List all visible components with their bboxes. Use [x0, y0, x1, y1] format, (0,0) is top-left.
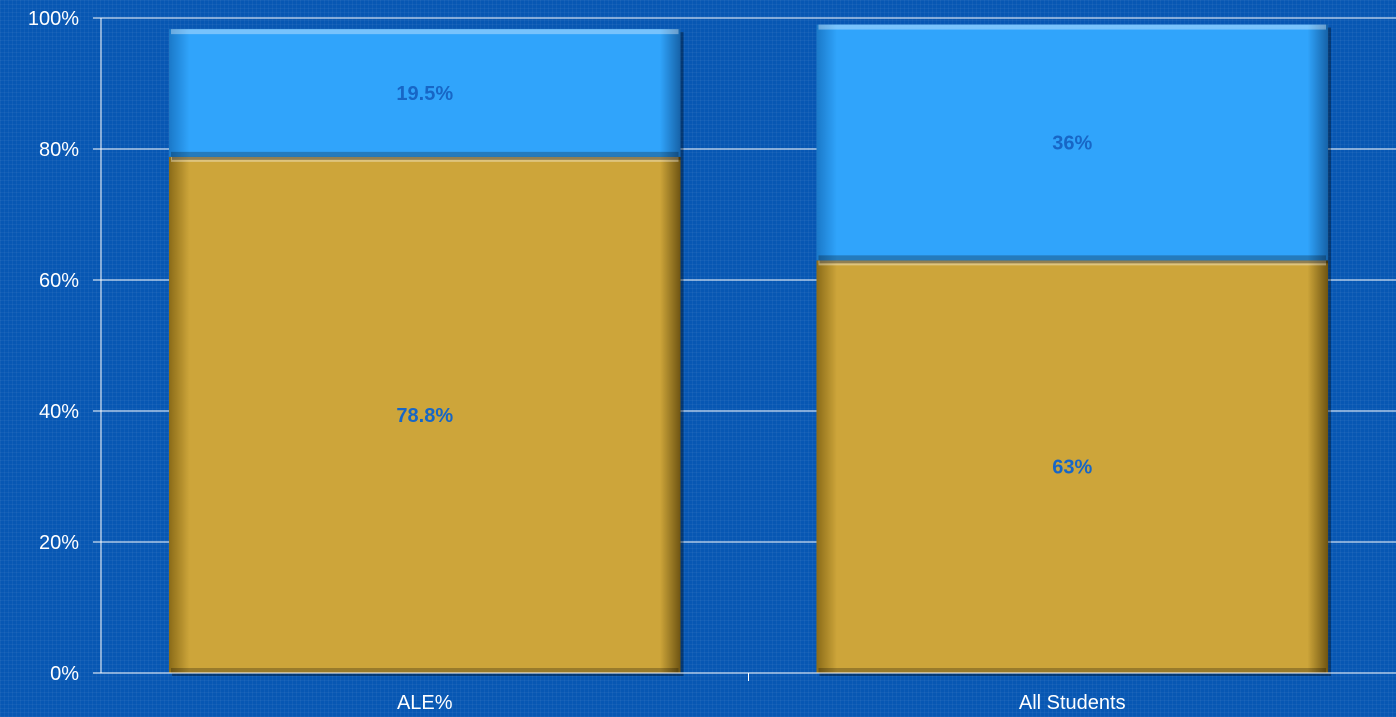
data-labels: 78.8% 19.5% 63% 36% [396, 83, 1092, 479]
y-tick-label: 20% [39, 532, 79, 554]
bar-bottom-edge [170, 151, 679, 157]
x-category-label: ALE% [397, 692, 453, 714]
x-category-label: All Students [1019, 692, 1126, 714]
axes: 0% 20% 40% 60% 80% 100% ALE% All Students [28, 8, 1396, 714]
data-label: 63% [1052, 457, 1092, 479]
bar-highlight [818, 24, 1327, 30]
y-tick-label: 80% [39, 139, 79, 161]
bar-bottom-edge [170, 668, 679, 673]
data-label: 36% [1052, 132, 1092, 154]
bar-bottom-edge [818, 668, 1327, 673]
data-label: 19.5% [396, 83, 453, 105]
bar-segment [816, 260, 1329, 673]
bar-highlight [170, 156, 679, 162]
data-label: 78.8% [396, 405, 453, 427]
y-tick-label: 100% [28, 8, 79, 30]
bars [168, 24, 1332, 677]
bar-highlight [818, 260, 1327, 266]
bar-segment [816, 24, 1329, 261]
y-tick-label: 40% [39, 401, 79, 423]
y-tick-label: 60% [39, 270, 79, 292]
y-tick-label: 0% [50, 663, 79, 685]
bar-segment [168, 29, 681, 157]
bar-bottom-edge [818, 255, 1327, 261]
bar-highlight [170, 29, 679, 35]
bar-segment [168, 156, 681, 674]
